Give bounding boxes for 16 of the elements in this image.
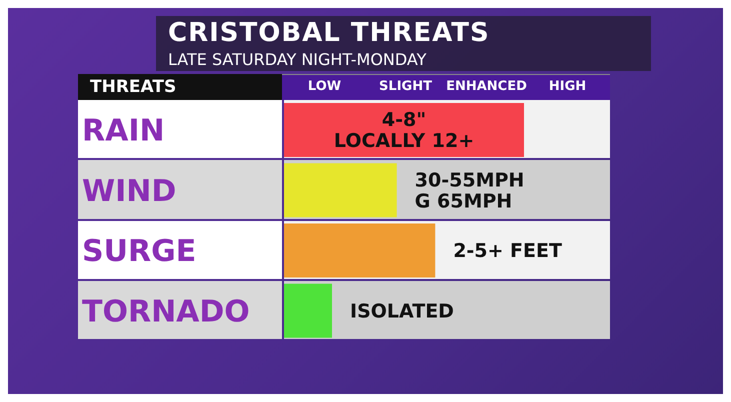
y-tick-label: WIND — [82, 174, 176, 209]
y-axis-title: THREATS — [90, 77, 176, 97]
text: LOW — [306, 79, 342, 94]
y-tick-label: RAIN — [82, 114, 165, 149]
y-tick-label: SURGE — [82, 234, 196, 270]
text: SLIGHT — [378, 79, 433, 94]
annotation: 2-5+ FEET — [453, 240, 562, 262]
annotation: 30-55MPH G 65MPH — [414, 169, 524, 212]
text: HIGH — [548, 79, 588, 94]
annotation: ISOLATED — [350, 300, 454, 322]
y-tick-label: TORNADO — [82, 294, 250, 330]
chart-subtitle: LATE SATURDAY NIGHT-MONDAY — [168, 50, 426, 69]
annotation: 4-8" LOCALLY 12+ — [334, 109, 474, 152]
bar — [284, 284, 332, 338]
text: ENHANCED — [446, 79, 527, 94]
chart-title: CRISTOBAL THREATS — [168, 18, 490, 48]
